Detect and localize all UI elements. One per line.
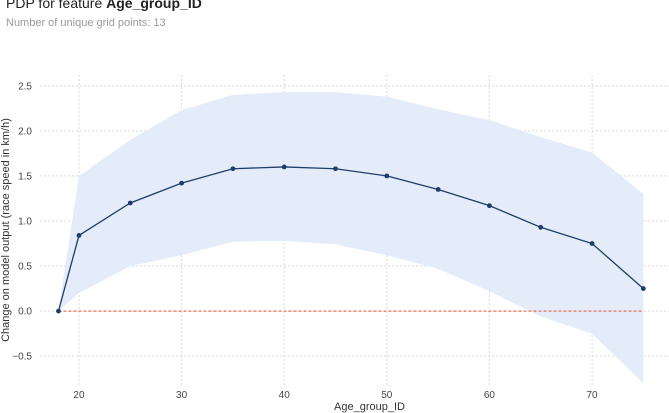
pdp-point xyxy=(127,200,133,206)
pdp-point xyxy=(435,187,441,192)
pdp-point xyxy=(179,180,185,186)
y-axis-label: Change on model output (race speed in km… xyxy=(0,118,12,342)
x-tick-label: 30 xyxy=(176,390,188,401)
pdp-point xyxy=(538,224,544,230)
y-tick-label: 2.0 xyxy=(18,126,32,137)
x-tick-label: 40 xyxy=(279,390,291,401)
title-prefix: PDP for feature xyxy=(6,0,107,11)
pdp-point xyxy=(384,173,390,179)
chart-title: PDP for feature Age_group_ID xyxy=(6,0,202,11)
y-tick-label: −0.5 xyxy=(12,352,32,363)
x-tick-label: 70 xyxy=(586,390,598,401)
y-tick-label: 2.5 xyxy=(18,81,32,92)
confidence-band-layer xyxy=(58,92,644,384)
title-feature: Age_group_ID xyxy=(106,0,202,11)
confidence-band xyxy=(58,92,644,384)
x-tick-label: 60 xyxy=(484,390,496,401)
x-tick-label: 50 xyxy=(381,390,393,401)
pdp-point xyxy=(281,164,287,170)
pdp-point xyxy=(640,286,646,291)
pdp-point xyxy=(56,308,61,314)
pdp-point xyxy=(487,203,492,209)
chart-subtitle: Number of unique grid points: 13 xyxy=(6,17,166,29)
y-tick-label: 1.5 xyxy=(18,171,32,182)
y-tick-label: 1.0 xyxy=(18,216,32,227)
pdp-point xyxy=(333,166,338,172)
y-tick-label: 0.0 xyxy=(18,307,32,318)
x-axis-label: Age_group_ID xyxy=(334,401,405,413)
x-tick-label: 20 xyxy=(73,390,85,401)
pdp-point xyxy=(76,233,82,238)
pdp-line-layer xyxy=(56,164,646,314)
pdp-point xyxy=(230,166,236,172)
tick-label-layer: −0.5 0.0 0.5 1.0 1.5 2.0 2.5 20 30 40 50 60 70 xyxy=(12,81,598,401)
pdp-point xyxy=(589,241,595,246)
y-tick-label: 0.5 xyxy=(18,262,32,273)
